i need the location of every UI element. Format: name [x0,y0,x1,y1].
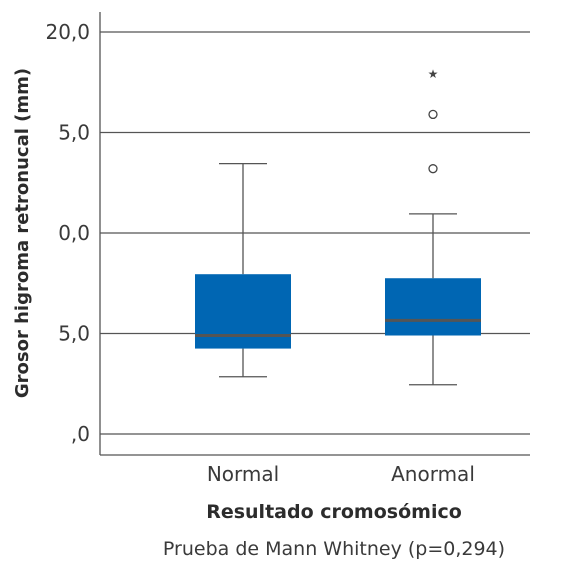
iqr-box [195,274,291,349]
y-tick-label: 0,0 [58,221,90,245]
y-tick-label: ,0 [71,422,90,446]
iqr-box [385,278,481,336]
box-anormal: ★ [385,67,481,386]
extreme-point: ★ [428,67,439,81]
y-axis-label: Grosor higroma retronucal (mm) [12,68,33,398]
y-tick-label: 5,0 [58,322,90,346]
x-tick-labels: Normal Anormal [207,462,475,486]
box-normal [195,163,291,378]
gridlines [100,31,530,435]
outlier-point [428,109,438,120]
x-tick-label: Normal [207,462,279,486]
test-note: Prueba de Mann Whitney (p=0,294) [163,538,505,560]
axes [99,12,530,456]
y-tick-label: 20,0 [45,20,90,44]
x-axis-label: Resultado cromosómico [206,501,462,523]
outlier-point [428,164,438,174]
x-tick-label: Anormal [391,462,475,486]
y-tick-labels: 20,0 5,0 0,0 5,0 ,0 [45,20,90,446]
boxes: ★ [195,67,481,386]
y-tick-label: 5,0 [58,121,90,145]
